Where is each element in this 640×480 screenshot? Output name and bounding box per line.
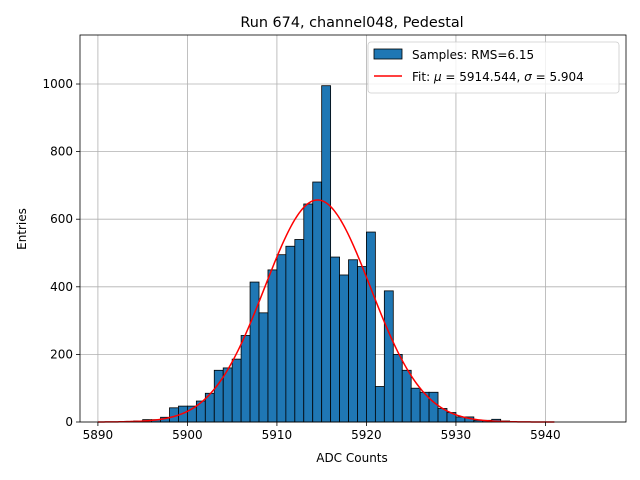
y-axis-label: Entries	[15, 208, 29, 250]
histogram-bar	[348, 259, 358, 423]
histogram-bar	[374, 386, 385, 423]
legend-samples-label: Samples: RMS=6.15	[412, 48, 534, 62]
histogram-bar	[357, 266, 367, 423]
histogram-bar	[330, 256, 340, 423]
histogram-bar	[312, 181, 323, 423]
y-tick-label: 1000	[42, 77, 73, 91]
legend-samples-swatch	[373, 48, 403, 60]
x-tick-label: 5940	[530, 428, 561, 442]
y-tick-label: 800	[50, 145, 73, 159]
x-tick-label: 5910	[262, 428, 293, 442]
legend-box	[367, 41, 620, 94]
histogram-bar	[366, 231, 376, 423]
histogram-bar	[383, 290, 394, 423]
histogram-bar	[249, 281, 260, 423]
histogram-bars	[124, 85, 511, 423]
histogram-bar	[285, 245, 296, 423]
histogram-bar	[267, 269, 278, 423]
y-tick-label: 600	[50, 212, 73, 226]
x-tick-label: 5930	[441, 428, 472, 442]
y-tick-label: 0	[65, 415, 73, 429]
plot-frame	[79, 34, 627, 423]
y-axis-ticks: 0 200 400 600 800 1000	[42, 77, 80, 429]
legend-fit-label: Fit: μ = 5914.544, σ = 5.904	[412, 70, 584, 84]
histogram-bar	[428, 391, 439, 423]
legend: Samples: RMS=6.15 Fit: μ = 5914.544, σ =…	[367, 41, 620, 94]
y-tick-label: 200	[50, 347, 73, 361]
histogram-bar	[321, 85, 332, 423]
histogram-bar	[392, 354, 403, 423]
grid-lines	[80, 35, 626, 423]
histogram-bar	[339, 274, 349, 423]
histogram-bar	[410, 387, 421, 423]
x-tick-label: 5920	[351, 428, 382, 442]
y-tick-label: 400	[50, 280, 73, 294]
histogram-bar	[401, 369, 412, 423]
histogram-bar	[240, 335, 251, 423]
x-axis-label: ADC Counts	[316, 451, 388, 465]
x-tick-label: 5890	[83, 428, 114, 442]
chart-title: Run 674, channel048, Pedestal	[240, 15, 463, 31]
gaussian-fit-line	[97, 199, 555, 423]
x-axis-ticks: 5890 5900 5910 5920 5930 5940	[83, 422, 561, 442]
histogram-bar	[276, 254, 287, 423]
histogram-bar	[231, 358, 242, 423]
x-tick-label: 5900	[172, 428, 203, 442]
histogram-bar	[294, 239, 305, 423]
histogram-bar	[303, 203, 314, 423]
histogram-bar	[258, 312, 269, 423]
